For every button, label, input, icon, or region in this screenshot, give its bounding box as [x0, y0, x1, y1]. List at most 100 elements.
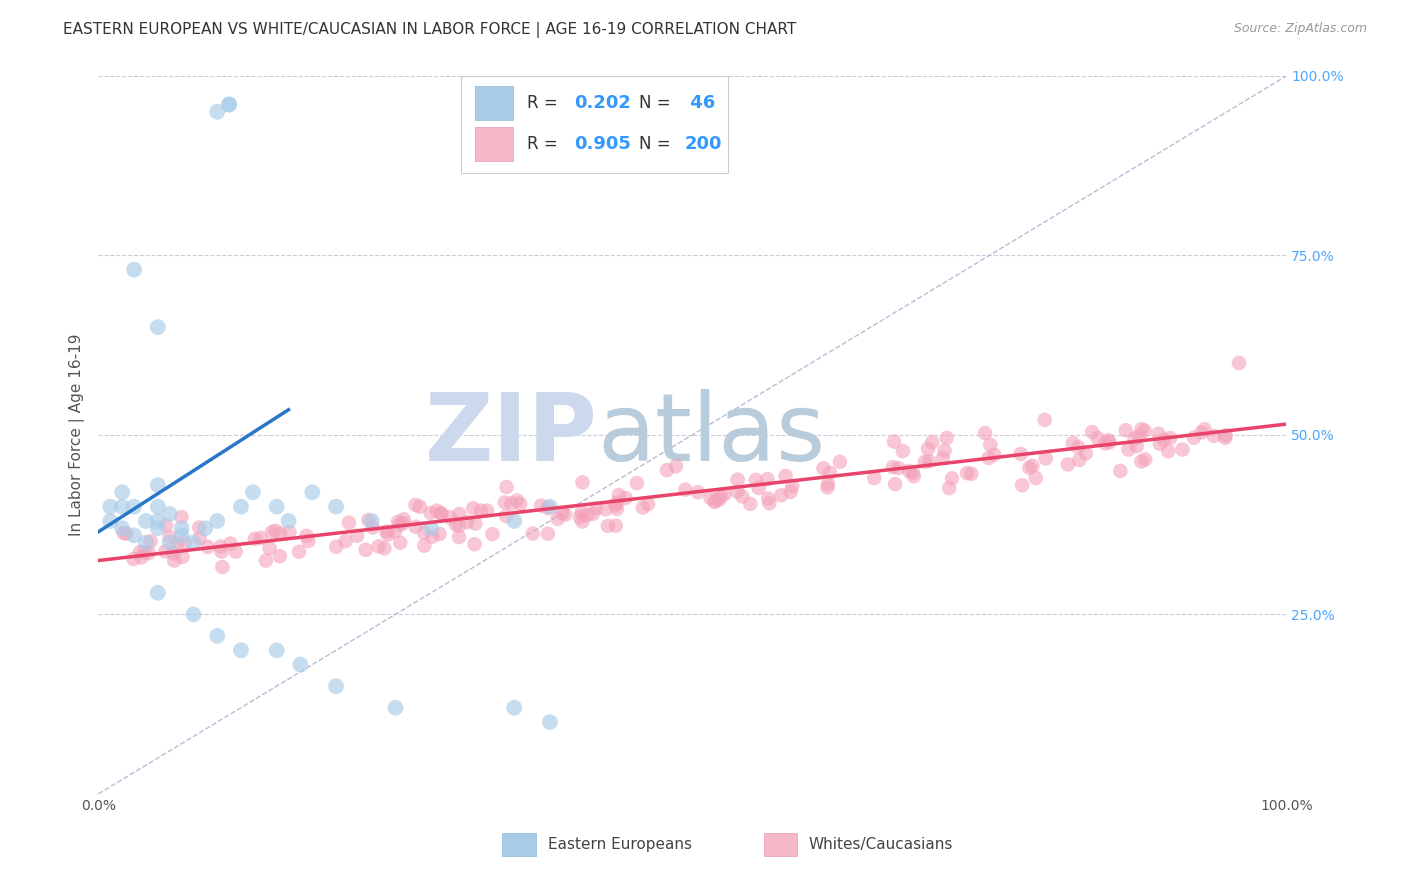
Point [146, 514, 169, 528]
Point [183, 535, 205, 549]
Point [1097, 434, 1119, 448]
Point [537, 526, 560, 541]
Point [779, 485, 801, 500]
Point [626, 476, 648, 491]
Point [568, 510, 591, 524]
Point [337, 516, 360, 530]
Point [98, 500, 121, 514]
Point [1115, 423, 1137, 437]
Point [817, 480, 839, 494]
Point [129, 545, 152, 559]
Point [1215, 428, 1237, 442]
Point [361, 520, 384, 534]
Point [1067, 440, 1090, 454]
Point [377, 527, 399, 541]
Point [1057, 458, 1080, 472]
Point [748, 481, 770, 495]
Point [207, 514, 229, 528]
Text: 200: 200 [685, 135, 721, 153]
Point [887, 461, 910, 475]
Point [194, 521, 217, 535]
Point [934, 443, 956, 458]
Point [266, 500, 288, 514]
Point [159, 507, 181, 521]
Point [770, 488, 793, 502]
Point [686, 485, 709, 500]
Point [325, 500, 347, 514]
FancyBboxPatch shape [461, 76, 728, 173]
Point [162, 546, 184, 560]
Point [883, 434, 905, 449]
Text: EASTERN EUROPEAN VS WHITE/CAUCASIAN IN LABOR FORCE | AGE 16-19 CORRELATION CHART: EASTERN EUROPEAN VS WHITE/CAUCASIAN IN L… [63, 22, 797, 38]
Point [115, 526, 138, 541]
Point [249, 531, 271, 545]
Point [207, 104, 229, 119]
Point [1133, 424, 1156, 438]
Point [596, 519, 619, 533]
Point [155, 518, 177, 533]
Point [631, 500, 654, 515]
Point [522, 526, 544, 541]
Point [1098, 435, 1121, 450]
Point [475, 503, 498, 517]
Point [727, 484, 749, 499]
Point [979, 438, 1001, 452]
Point [882, 460, 904, 475]
Point [420, 530, 443, 544]
Point [122, 552, 145, 566]
Point [392, 512, 415, 526]
Point [1157, 444, 1180, 458]
Point [456, 515, 478, 529]
Point [278, 524, 301, 539]
Point [1021, 458, 1043, 473]
Point [605, 518, 627, 533]
FancyBboxPatch shape [475, 86, 513, 120]
Point [495, 480, 517, 494]
Point [111, 485, 134, 500]
Point [554, 508, 576, 522]
Point [974, 426, 997, 441]
FancyBboxPatch shape [763, 832, 797, 855]
Point [606, 502, 628, 516]
Point [1123, 432, 1146, 446]
Point [346, 529, 368, 543]
Point [1081, 425, 1104, 439]
FancyBboxPatch shape [502, 832, 536, 855]
Point [166, 536, 188, 550]
Point [373, 541, 395, 556]
Point [983, 448, 1005, 462]
Point [269, 549, 291, 564]
Point [1033, 413, 1056, 427]
Text: Whites/Caucasians: Whites/Caucasians [808, 837, 953, 852]
Point [463, 501, 485, 516]
Point [898, 464, 921, 478]
Point [595, 502, 617, 516]
Point [745, 473, 768, 487]
Point [367, 540, 389, 554]
Y-axis label: In Labor Force | Age 16-19: In Labor Force | Age 16-19 [69, 334, 86, 536]
Point [277, 514, 299, 528]
Point [491, 104, 513, 119]
Point [585, 501, 607, 516]
Text: R =: R = [527, 95, 564, 112]
Point [509, 497, 531, 511]
Point [699, 491, 721, 505]
Point [1213, 431, 1236, 445]
Point [817, 477, 839, 491]
Point [392, 516, 415, 531]
Point [243, 532, 266, 546]
Text: 0.905: 0.905 [574, 135, 630, 153]
Point [537, 501, 560, 516]
Point [420, 521, 443, 535]
Point [775, 468, 797, 483]
Point [637, 497, 659, 511]
Point [901, 466, 924, 480]
Point [146, 500, 169, 514]
Point [1194, 422, 1216, 436]
Point [756, 491, 779, 506]
Point [1087, 431, 1109, 445]
Point [218, 97, 240, 112]
Text: 0.202: 0.202 [574, 95, 630, 112]
Point [325, 540, 347, 554]
Point [713, 487, 735, 501]
